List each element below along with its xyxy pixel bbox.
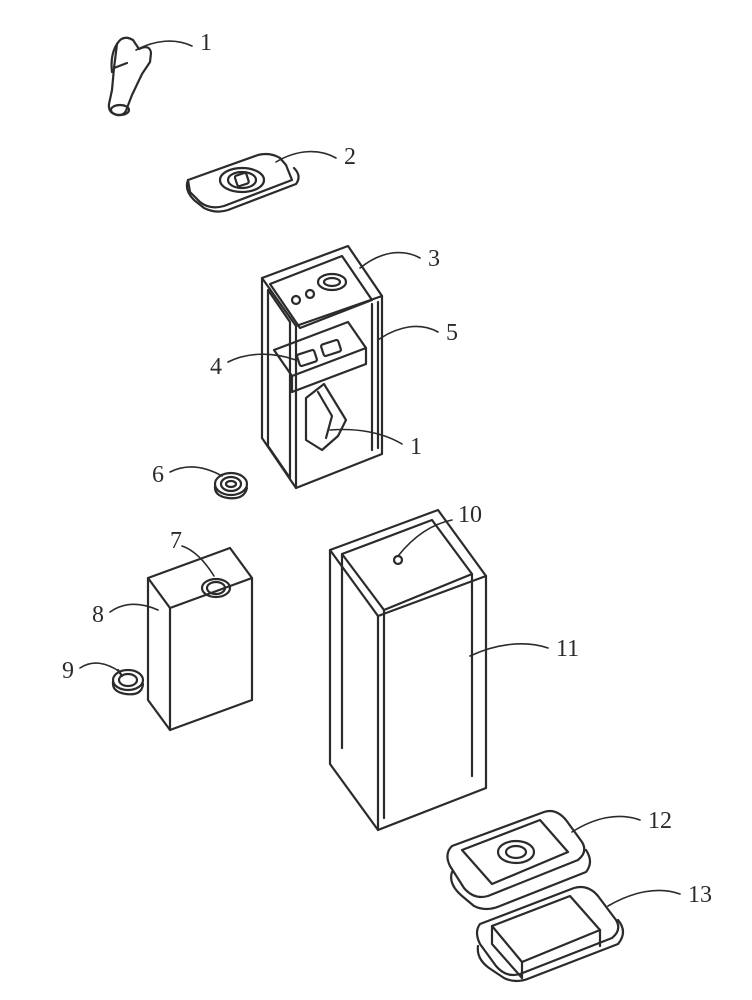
label-1b: 1	[410, 434, 422, 460]
label-8: 8	[92, 602, 104, 628]
label-10: 10	[458, 502, 482, 528]
labels-group: 1 2 3 4 5 1 6 7 8 9 10 11 12 13	[62, 30, 712, 908]
part-round-button-9	[113, 670, 143, 694]
label-5: 5	[446, 320, 458, 346]
label-13: 13	[688, 882, 712, 908]
label-6: 6	[152, 462, 164, 488]
part-base-insert	[447, 811, 590, 909]
part-bottom-cap	[477, 887, 623, 981]
exploded-view-diagram: 1 2 3 4 5 1 6 7 8 9 10 11 12 13	[0, 0, 752, 1000]
leader-lines	[80, 41, 680, 906]
part-nozzle-tip	[109, 38, 151, 115]
label-4: 4	[210, 354, 222, 380]
label-9: 9	[62, 658, 74, 684]
label-12: 12	[648, 808, 672, 834]
part-inner-chassis	[262, 246, 382, 488]
label-11: 11	[556, 636, 579, 662]
part-round-button-6	[215, 473, 247, 498]
label-1a: 1	[200, 30, 212, 56]
part-outer-sleeve	[330, 510, 486, 830]
label-3: 3	[428, 246, 440, 272]
part-front-cover	[148, 548, 252, 730]
label-7: 7	[170, 528, 182, 554]
part-top-cap	[187, 154, 299, 212]
label-2: 2	[344, 144, 356, 170]
